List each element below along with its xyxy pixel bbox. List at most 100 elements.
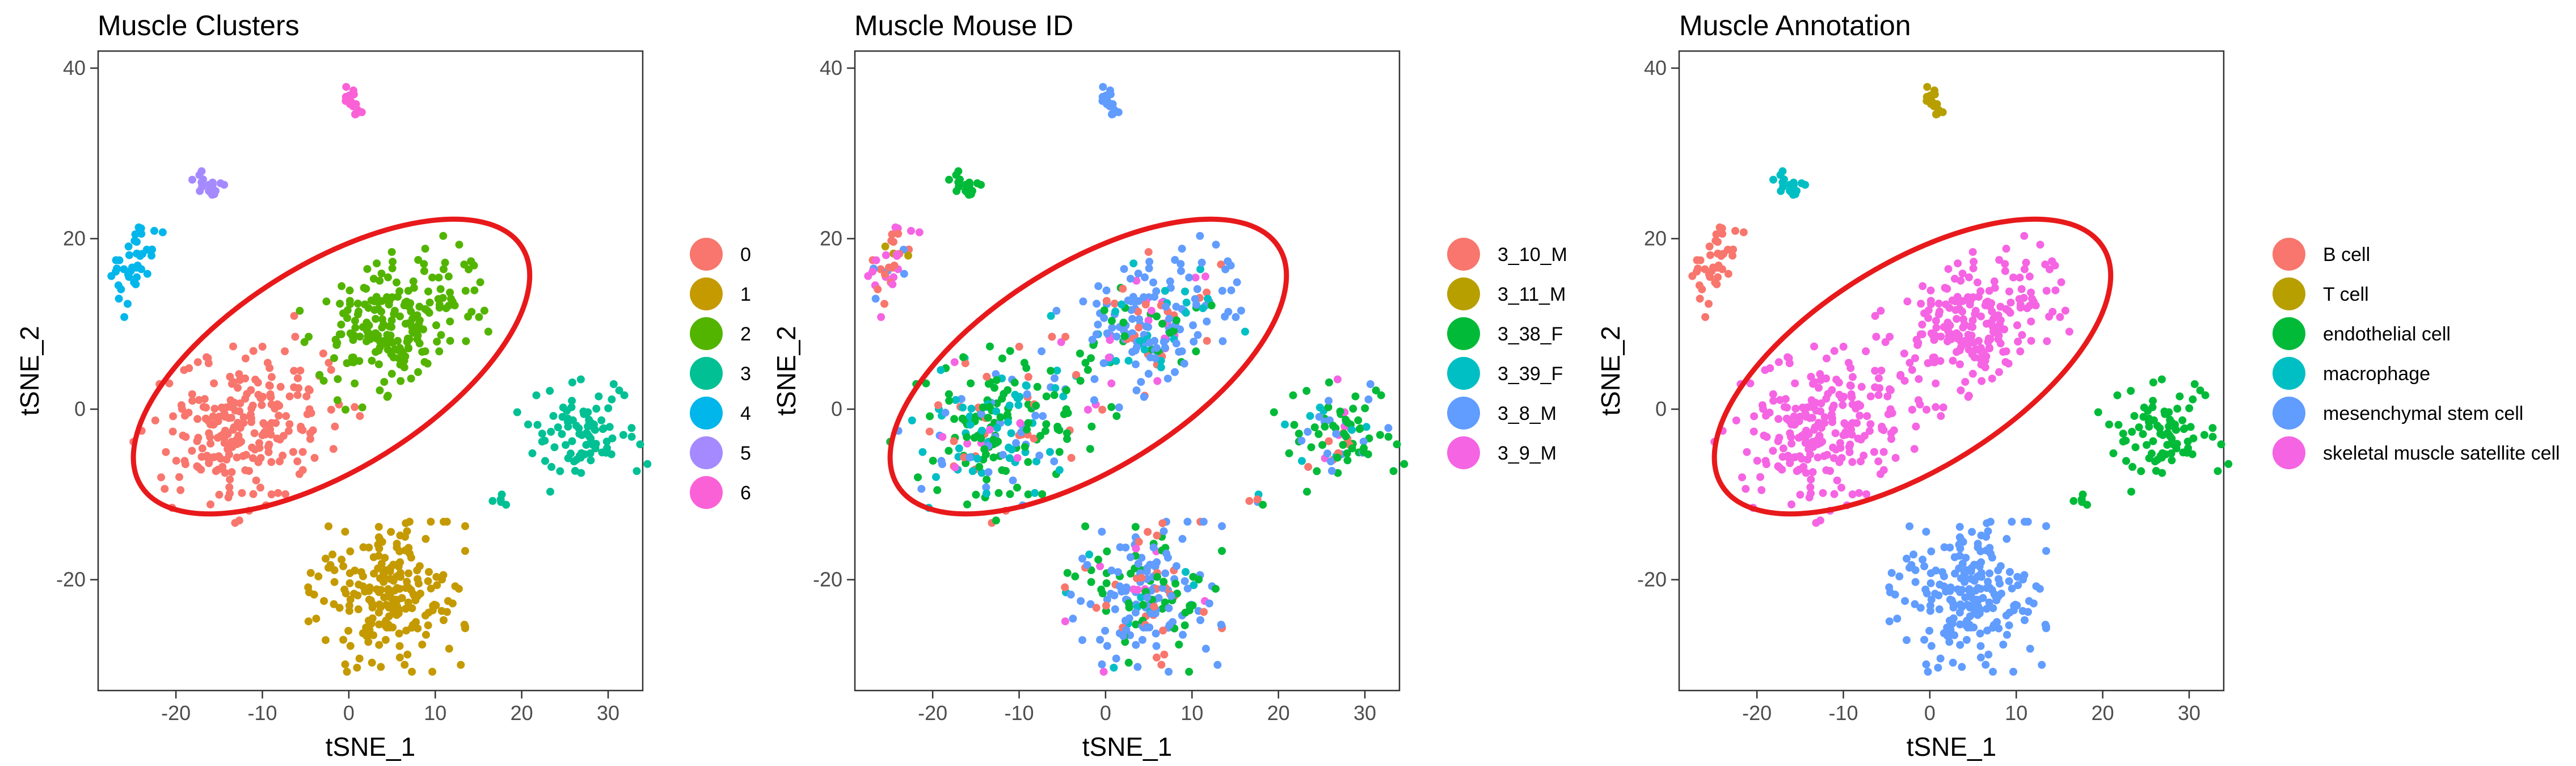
- data-point: [368, 599, 376, 608]
- data-point: [2163, 441, 2172, 449]
- data-point: [1900, 350, 1908, 357]
- data-point: [1051, 374, 1059, 382]
- data-point: [1102, 297, 1111, 305]
- data-point: [252, 476, 260, 485]
- data-point: [1808, 414, 1816, 422]
- data-point: [1905, 359, 1914, 367]
- data-point: [1966, 300, 1974, 309]
- data-point: [414, 368, 422, 376]
- data-point: [582, 441, 591, 449]
- data-point: [1712, 230, 1721, 238]
- data-point: [958, 414, 967, 423]
- data-point: [1953, 315, 1961, 323]
- data-point: [1298, 457, 1306, 465]
- data-point: [1304, 428, 1312, 436]
- data-point: [1024, 419, 1032, 427]
- data-point: [1976, 653, 1985, 662]
- data-point: [1376, 431, 1384, 439]
- data-point: [1224, 257, 1232, 266]
- data-point: [398, 594, 406, 602]
- data-point: [963, 500, 971, 508]
- data-point: [226, 475, 234, 484]
- data-point: [1724, 270, 1732, 278]
- data-point: [1985, 287, 1993, 295]
- data-point: [1787, 433, 1795, 441]
- data-point: [570, 457, 578, 466]
- data-point: [564, 422, 572, 431]
- data-point: [443, 608, 451, 616]
- data-point: [2014, 338, 2022, 346]
- data-point: [1983, 319, 1991, 328]
- data-point: [1887, 435, 1895, 443]
- data-point: [377, 559, 386, 568]
- data-point: [450, 301, 459, 310]
- data-point: [115, 294, 123, 303]
- data-point: [1087, 578, 1095, 586]
- data-point: [1775, 463, 1784, 472]
- data-point: [1763, 433, 1771, 441]
- data-point: [361, 300, 369, 309]
- data-point: [1946, 544, 1954, 552]
- y-tick-label: 40: [1644, 56, 1667, 79]
- data-point: [259, 419, 268, 427]
- data-point: [945, 397, 954, 405]
- data-point: [2016, 273, 2024, 282]
- data-point: [365, 626, 374, 634]
- data-point: [538, 430, 546, 438]
- data-point: [338, 282, 346, 291]
- data-point: [1979, 594, 1987, 602]
- data-point: [1153, 531, 1161, 540]
- data-point: [2024, 608, 2032, 616]
- data-point: [387, 248, 396, 256]
- data-point: [1951, 569, 1959, 578]
- data-point: [1732, 416, 1740, 424]
- data-point: [368, 658, 376, 667]
- data-point: [1848, 458, 1857, 466]
- data-point: [1808, 468, 1817, 476]
- data-point: [383, 293, 391, 301]
- data-point: [1063, 429, 1071, 437]
- data-point: [206, 500, 214, 508]
- data-point: [143, 270, 151, 278]
- data-point: [1107, 403, 1116, 411]
- data-point: [1847, 426, 1856, 433]
- data-point: [198, 183, 206, 191]
- data-point: [1132, 620, 1140, 629]
- data-point: [950, 415, 959, 423]
- data-point: [1140, 293, 1148, 301]
- data-point: [201, 414, 210, 423]
- data-point: [247, 418, 255, 426]
- data-point: [2005, 621, 2013, 630]
- data-point: [1072, 371, 1081, 379]
- data-point: [475, 313, 483, 321]
- data-point: [1201, 272, 1209, 281]
- legend-item: mesenchymal stem cell: [2273, 397, 2523, 430]
- data-point: [933, 486, 942, 494]
- data-point: [1957, 343, 1965, 352]
- data-point: [326, 561, 335, 569]
- data-point: [377, 586, 385, 594]
- data-point: [1753, 457, 1761, 465]
- data-point: [376, 386, 384, 394]
- data-point: [115, 256, 124, 264]
- data-point: [1134, 559, 1142, 568]
- data-point: [2201, 391, 2210, 399]
- data-point: [984, 468, 993, 476]
- data-point: [1033, 382, 1042, 391]
- data-point: [1785, 359, 1794, 368]
- data-point: [984, 414, 992, 422]
- data-point: [1212, 241, 1220, 249]
- data-point: [1922, 660, 1930, 668]
- data-point: [274, 489, 283, 497]
- data-point: [204, 359, 213, 368]
- x-tick-label: 20: [1267, 701, 1290, 725]
- y-axis-label: tSNE_2: [771, 326, 801, 416]
- data-point: [353, 663, 361, 672]
- data-point: [368, 356, 376, 365]
- data-point: [959, 353, 968, 361]
- data-point: [1175, 641, 1183, 649]
- data-point: [212, 467, 220, 475]
- data-point: [1932, 379, 1940, 388]
- data-point: [1937, 412, 1945, 420]
- data-point: [346, 642, 355, 650]
